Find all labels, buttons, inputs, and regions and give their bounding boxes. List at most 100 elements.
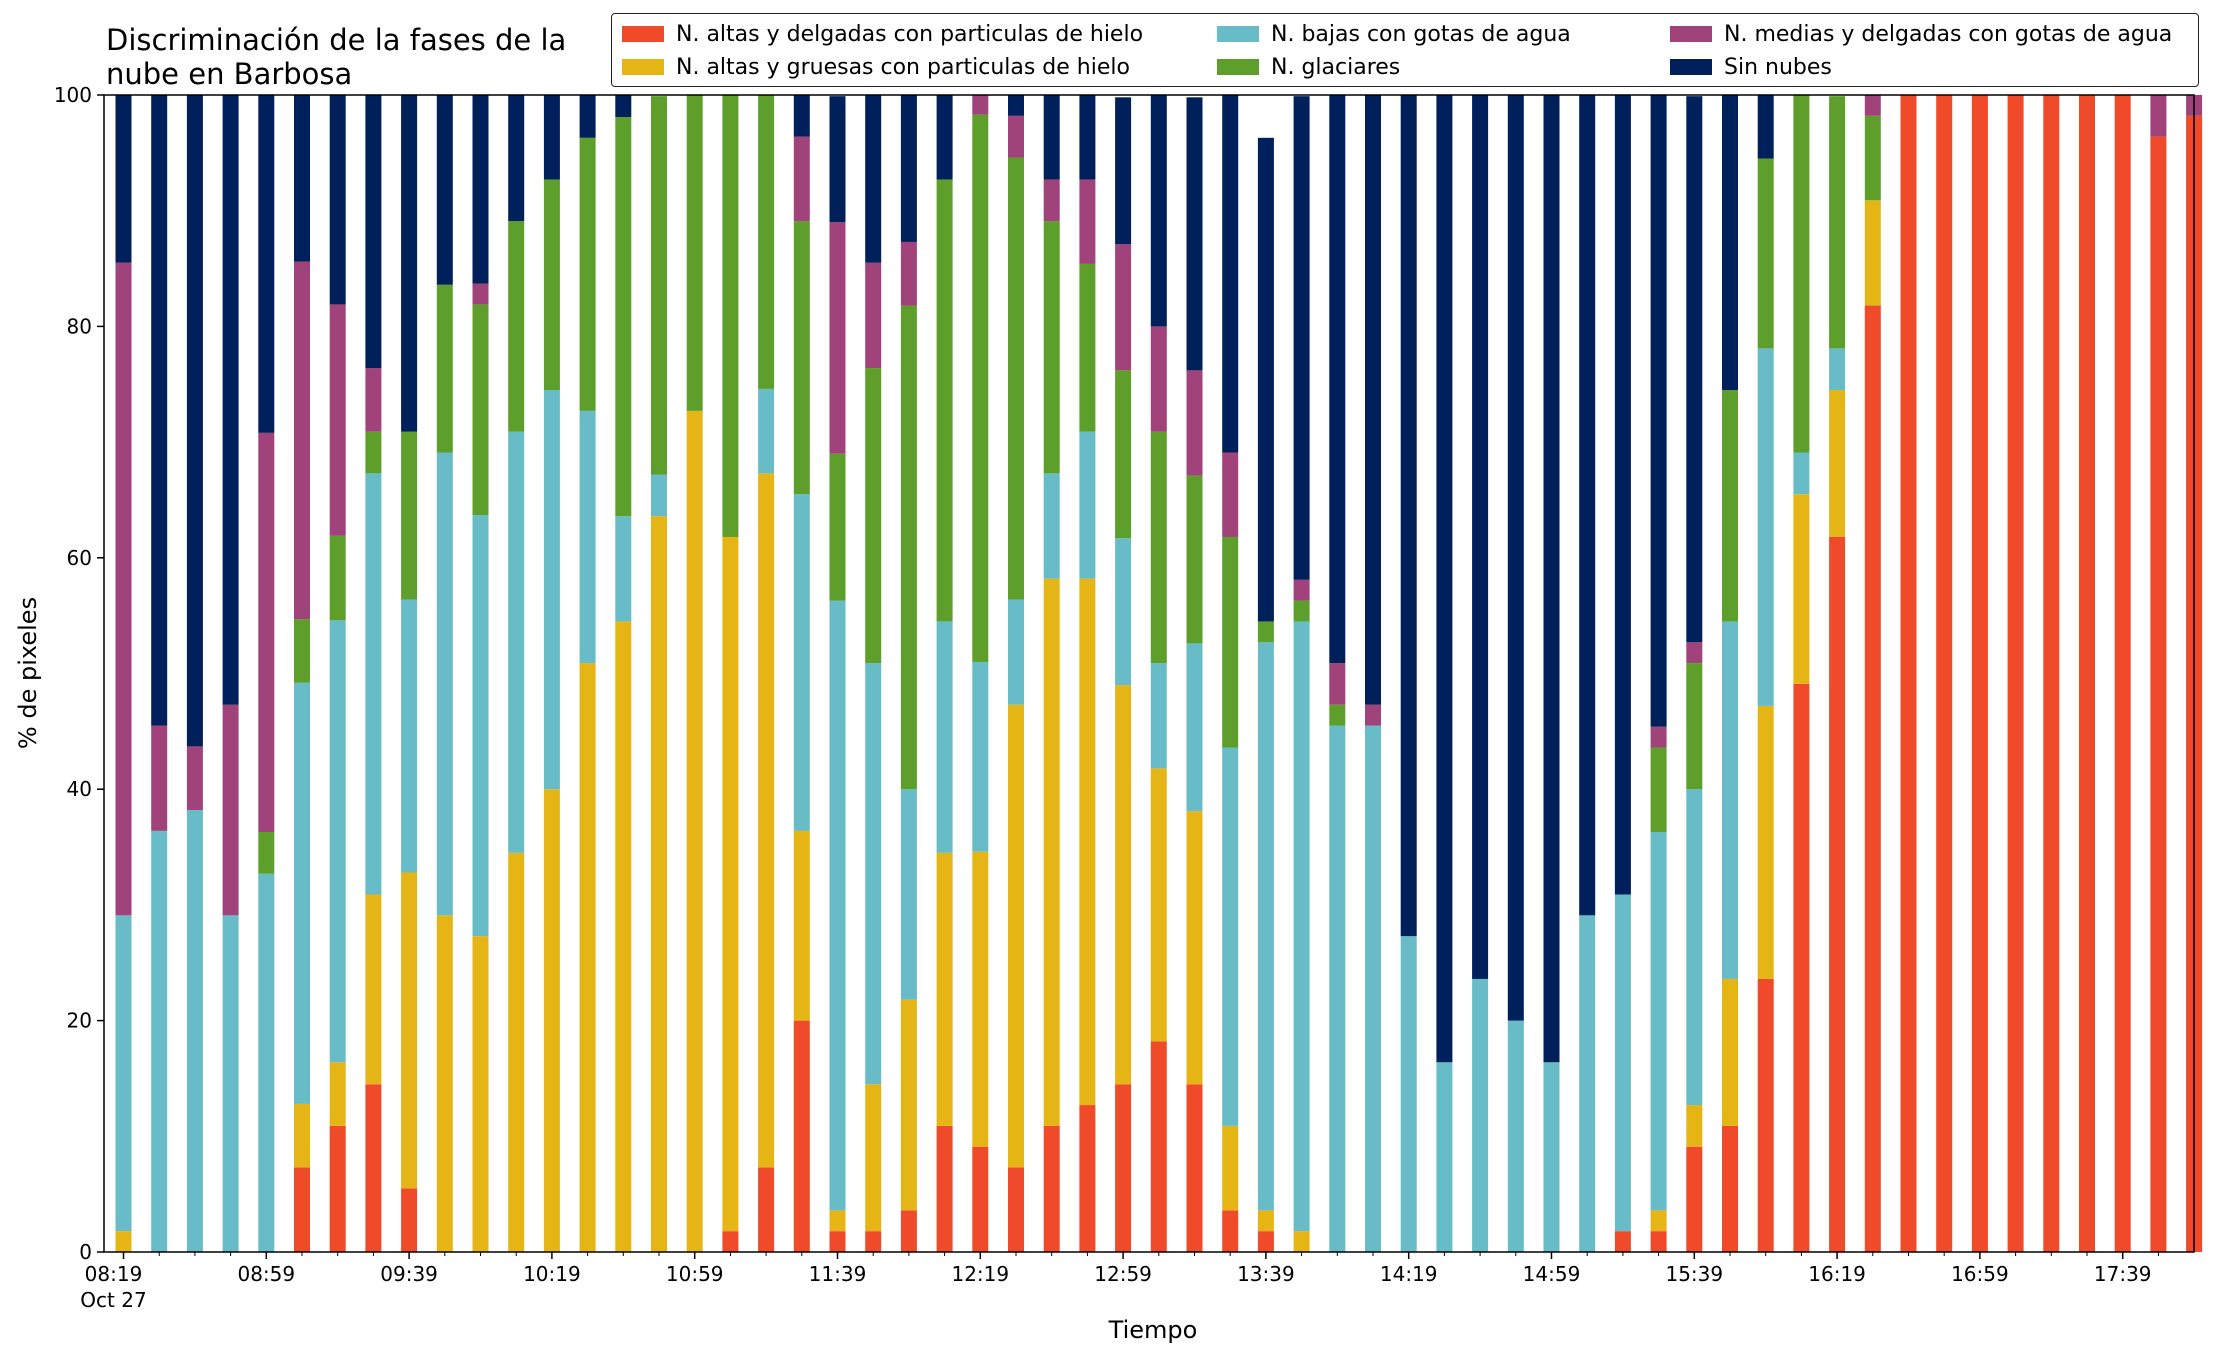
bar-segment-s1-t13 [579, 663, 596, 1252]
x-tick-label: 10:19 [523, 1262, 581, 1286]
chart-title-line-2: nube en Barbosa [106, 57, 352, 91]
bar-segment-s5-t2 [186, 95, 203, 747]
y-axis-label: % de pixeles [14, 597, 42, 749]
bar-segment-s2-t26 [1043, 473, 1060, 579]
bar-segment-s1-t14 [615, 621, 632, 1252]
bar-segment-s4-t57 [2150, 95, 2167, 137]
bar-segment-s1-t43 [1650, 1210, 1667, 1232]
bar-segment-s3-t23 [936, 179, 953, 622]
bar-segment-s2-t45 [1722, 621, 1738, 979]
bar-segment-s0-t49 [1864, 305, 1881, 1252]
bar-segment-s4-t28 [1115, 244, 1132, 371]
bar-segment-s1-t17 [722, 536, 739, 1232]
bar-segment-s4-t20 [829, 222, 846, 454]
bar-segment-s0-t53 [2007, 95, 2024, 1252]
x-tick-label: 12:19 [951, 1262, 1009, 1286]
bar-segment-s1-t46 [1757, 705, 1774, 979]
bar-segment-s2-t18 [758, 388, 775, 474]
bar-segment-s2-t44 [1686, 789, 1703, 1106]
x-tick-label: 17:39 [2094, 1262, 2152, 1286]
bar-segment-s2-t30 [1186, 643, 1203, 812]
bar-segment-s5-t20 [829, 96, 846, 223]
bar-segment-s3-t24 [972, 114, 989, 662]
bar-segment-s5-t42 [1614, 95, 1631, 895]
bar-segment-s2-t24 [972, 661, 989, 852]
legend-swatch [622, 59, 664, 75]
bar-segment-s2-t31 [1222, 747, 1239, 1126]
bar-segment-s2-t0 [115, 915, 132, 1232]
bar-segment-s3-t11 [508, 221, 525, 432]
bar-segment-s4-t1 [151, 725, 168, 831]
bar-segment-s1-t45 [1722, 978, 1738, 1126]
bar-segment-s3-t9 [436, 284, 453, 453]
plot-frame [103, 94, 2195, 1253]
bar-segment-s4-t3 [222, 704, 239, 916]
bar-segment-s5-t6 [329, 95, 346, 305]
legend-swatch [622, 26, 664, 42]
bar-segment-s2-t9 [436, 452, 453, 916]
bar-segment-s0-t31 [1222, 1210, 1239, 1252]
bar-segment-s0-t27 [1079, 1105, 1096, 1252]
bar-segment-s3-t22 [900, 305, 917, 790]
bar-segment-s2-t29 [1150, 663, 1167, 769]
bar-segment-s4-t49 [1864, 95, 1881, 116]
bar-segment-s5-t30 [1186, 97, 1203, 371]
bar-segment-s0-t7 [365, 1084, 382, 1252]
bar-segment-s3-t27 [1079, 263, 1096, 432]
bar-segment-s5-t36 [1400, 95, 1417, 937]
bar-segment-s3-t46 [1757, 158, 1774, 349]
bar-segment-s4-t44 [1686, 642, 1703, 664]
y-tick-label: 40 [67, 777, 92, 801]
bar-segment-s5-t35 [1365, 95, 1381, 705]
bar-segment-s5-t25 [1008, 95, 1024, 116]
x-tick-label: 13:39 [1237, 1262, 1295, 1286]
bar-segment-s5-t26 [1043, 95, 1060, 180]
bar-segment-s3-t47 [1793, 95, 1810, 453]
bar-segment-s0-t52 [1971, 95, 1988, 1252]
bar-segment-s5-t3 [222, 95, 239, 705]
bar-segment-s1-t7 [365, 894, 382, 1085]
bar-segment-s4-t34 [1329, 663, 1346, 705]
bar-segment-s0-t17 [722, 1231, 739, 1252]
bar-segment-s1-t28 [1115, 685, 1132, 1085]
bar-segment-s4-t19 [793, 136, 810, 222]
bar-segment-s5-t41 [1579, 95, 1596, 916]
bar-segment-s3-t43 [1650, 747, 1667, 833]
bar-segment-s3-t21 [865, 368, 882, 664]
bar-segment-s5-t11 [508, 95, 525, 222]
x-tick-label: 16:59 [1951, 1262, 2009, 1286]
bar-segment-s3-t31 [1222, 536, 1239, 748]
bar-segment-s3-t18 [758, 95, 775, 389]
bar-segment-s4-t33 [1293, 579, 1310, 601]
bar-segment-s1-t22 [900, 999, 917, 1211]
bar-segment-s1-t30 [1186, 811, 1203, 1085]
x-tick-label: 14:59 [1523, 1262, 1581, 1286]
bar-segment-s5-t38 [1472, 95, 1489, 979]
bar-segment-s3-t14 [615, 116, 632, 517]
bar-segment-s5-t12 [543, 95, 560, 180]
bar-segment-s2-t2 [186, 810, 203, 1252]
bar-segment-s0-t22 [900, 1210, 917, 1252]
bar-segment-s0-t19 [793, 1020, 810, 1252]
bar-segment-s2-t14 [615, 516, 632, 622]
bar-segment-s3-t20 [829, 453, 846, 601]
bar-segment-s0-t47 [1793, 683, 1810, 1252]
bar-segment-s4-t27 [1079, 179, 1096, 264]
y-tick-label: 20 [67, 1009, 92, 1033]
bar-segment-s0-t21 [865, 1231, 882, 1252]
bar-segment-s1-t5 [294, 1103, 310, 1168]
legend-item: Sin nubes [1670, 52, 1832, 82]
bar-segment-s3-t45 [1722, 390, 1738, 622]
bar-segment-s5-t14 [615, 95, 632, 117]
legend-label: N. glaciares [1271, 54, 1401, 80]
bar-segment-s0-t46 [1757, 978, 1774, 1252]
bar-segment-s1-t10 [472, 936, 489, 1252]
bar-segment-s1-t31 [1222, 1125, 1239, 1211]
x-tick-label: 16:19 [1808, 1262, 1866, 1286]
bar-segment-s1-t29 [1150, 768, 1167, 1042]
legend-swatch [1217, 26, 1259, 42]
bar-segment-s2-t4 [258, 873, 275, 1252]
bar-segment-s3-t33 [1293, 600, 1310, 622]
bar-segment-s2-t19 [793, 494, 810, 831]
y-tick-label: 0 [79, 1240, 92, 1264]
